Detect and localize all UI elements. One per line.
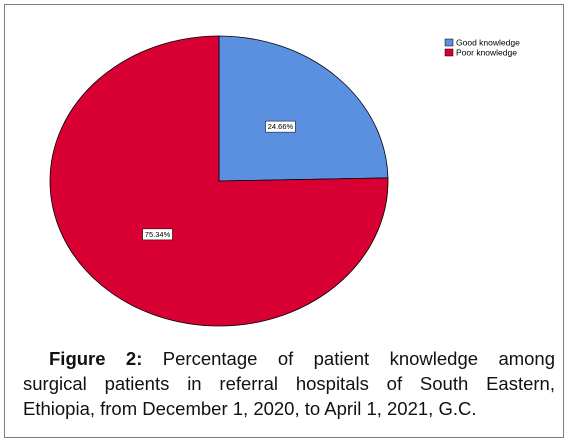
caption-line-3: Ethiopia, from December 1, 2020, to Apri… [23, 398, 477, 419]
slice-label-box-poor-knowledge [142, 228, 173, 241]
caption-line-1: Figure 2: Percentage of patient knowledg… [23, 346, 555, 371]
legend-swatch-poor-knowledge [444, 48, 454, 57]
slice-label-good-knowledge: 24.66% [268, 122, 294, 131]
slice-label-box-good-knowledge [265, 120, 296, 133]
legend-swatch-good-knowledge [444, 38, 454, 47]
slice-label-poor-knowledge: 75.34% [145, 230, 171, 239]
figure-label: Figure 2: [49, 348, 143, 369]
pie-slice-poor-knowledge [49, 35, 389, 327]
caption-line-1-text: Percentage of patient knowledge among [162, 348, 556, 369]
pie-slices [49, 35, 389, 327]
slice-labels: 24.66% 75.34% [142, 120, 296, 241]
figure-caption: Figure 2: Percentage of patient knowledg… [23, 346, 555, 421]
figure-frame: 24.66% 75.34% Good knowledge Poor knowledg… [4, 4, 564, 438]
legend-label-good-knowledge: Good knowledge [456, 38, 520, 48]
legend-label-poor-knowledge: Poor knowledge [456, 48, 517, 58]
pie-slice-good-knowledge [218, 35, 389, 182]
caption-line-2: surgical patients in referral hospitals … [23, 373, 555, 394]
